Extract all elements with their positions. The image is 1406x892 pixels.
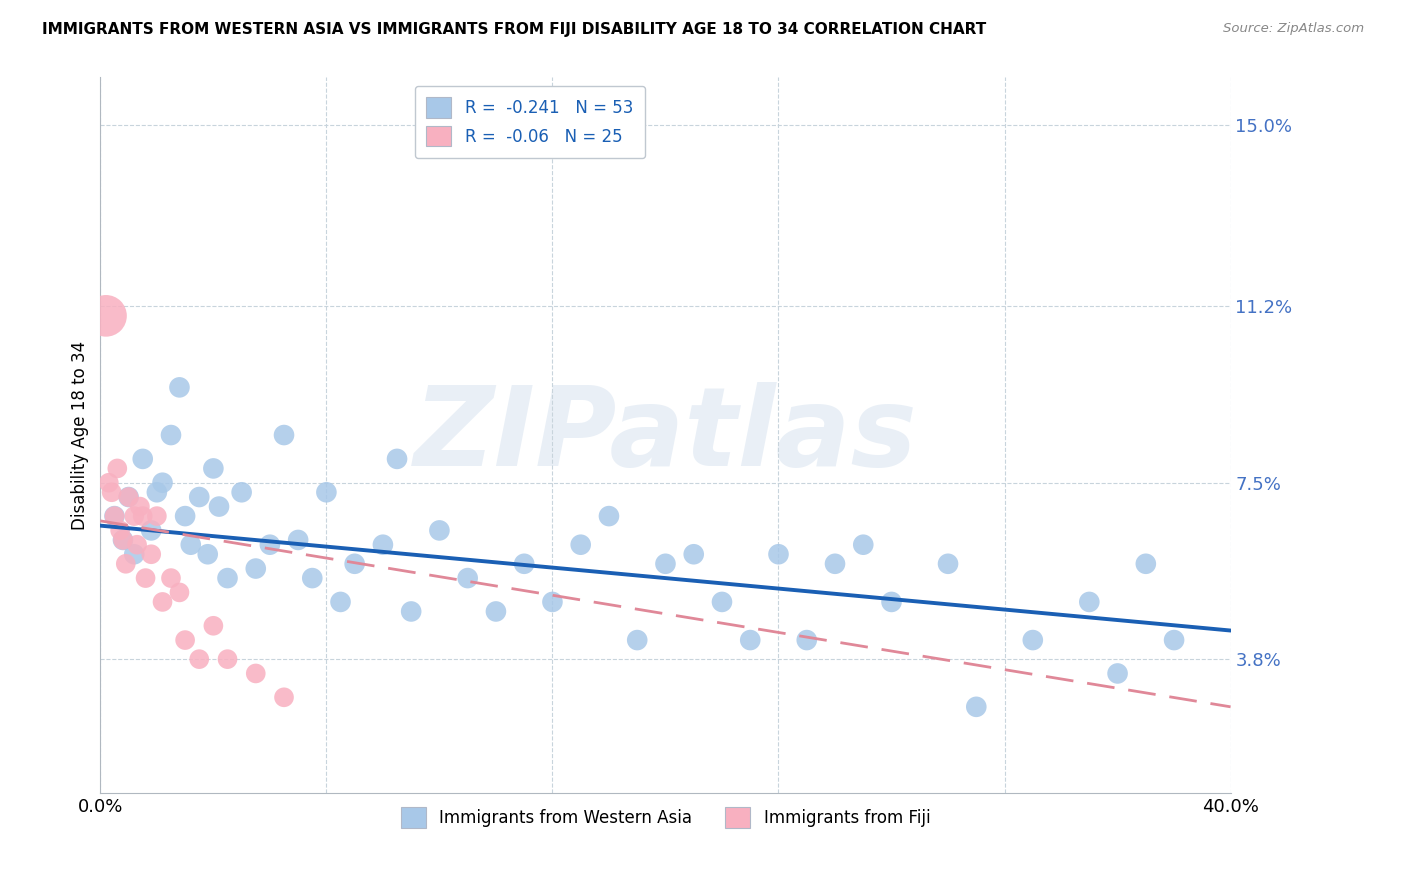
Point — [485, 605, 508, 619]
Point — [208, 500, 231, 514]
Text: Source: ZipAtlas.com: Source: ZipAtlas.com — [1223, 22, 1364, 36]
Point — [100, 485, 122, 500]
Point — [152, 475, 174, 490]
Point — [598, 509, 620, 524]
Point — [740, 633, 762, 648]
Point — [385, 451, 408, 466]
Point — [315, 485, 337, 500]
Point — [231, 485, 253, 500]
Point — [654, 557, 676, 571]
Point — [174, 633, 197, 648]
Point — [146, 485, 169, 500]
Point — [259, 538, 281, 552]
Point — [111, 533, 134, 547]
Point — [129, 500, 152, 514]
Point — [1022, 633, 1045, 648]
Point — [132, 451, 155, 466]
Point — [160, 571, 183, 585]
Point — [122, 509, 145, 524]
Point — [180, 538, 202, 552]
Point — [245, 666, 267, 681]
Point — [1163, 633, 1185, 648]
Point — [97, 475, 120, 490]
Point — [852, 538, 875, 552]
Point — [202, 619, 225, 633]
Point — [125, 538, 148, 552]
Point — [457, 571, 479, 585]
Point — [94, 309, 117, 323]
Point — [245, 561, 267, 575]
Point — [429, 524, 451, 538]
Point — [141, 547, 163, 561]
Point — [880, 595, 903, 609]
Point — [682, 547, 704, 561]
Point — [146, 509, 169, 524]
Point — [329, 595, 352, 609]
Point — [1135, 557, 1157, 571]
Point — [371, 538, 394, 552]
Point — [287, 533, 309, 547]
Point — [169, 585, 191, 599]
Point — [169, 380, 191, 394]
Point — [965, 699, 987, 714]
Point — [273, 690, 295, 705]
Point — [301, 571, 323, 585]
Y-axis label: Disability Age 18 to 34: Disability Age 18 to 34 — [72, 341, 89, 530]
Point — [108, 524, 131, 538]
Point — [117, 490, 139, 504]
Point — [174, 509, 197, 524]
Point — [117, 490, 139, 504]
Point — [541, 595, 564, 609]
Point — [197, 547, 219, 561]
Point — [103, 509, 125, 524]
Point — [105, 461, 128, 475]
Point — [160, 428, 183, 442]
Point — [796, 633, 818, 648]
Point — [343, 557, 366, 571]
Point — [188, 490, 211, 504]
Point — [768, 547, 790, 561]
Point — [217, 652, 239, 666]
Point — [132, 509, 155, 524]
Point — [103, 509, 125, 524]
Point — [202, 461, 225, 475]
Point — [626, 633, 648, 648]
Point — [1107, 666, 1129, 681]
Point — [141, 524, 163, 538]
Text: ZIPatlas: ZIPatlas — [413, 382, 917, 489]
Point — [273, 428, 295, 442]
Point — [188, 652, 211, 666]
Point — [217, 571, 239, 585]
Point — [111, 533, 134, 547]
Point — [152, 595, 174, 609]
Legend: Immigrants from Western Asia, Immigrants from Fiji: Immigrants from Western Asia, Immigrants… — [394, 801, 936, 834]
Text: IMMIGRANTS FROM WESTERN ASIA VS IMMIGRANTS FROM FIJI DISABILITY AGE 18 TO 34 COR: IMMIGRANTS FROM WESTERN ASIA VS IMMIGRAN… — [42, 22, 987, 37]
Point — [569, 538, 592, 552]
Point — [711, 595, 734, 609]
Point — [135, 571, 157, 585]
Point — [824, 557, 846, 571]
Point — [513, 557, 536, 571]
Point — [114, 557, 136, 571]
Point — [936, 557, 959, 571]
Point — [399, 605, 422, 619]
Point — [1078, 595, 1101, 609]
Point — [122, 547, 145, 561]
